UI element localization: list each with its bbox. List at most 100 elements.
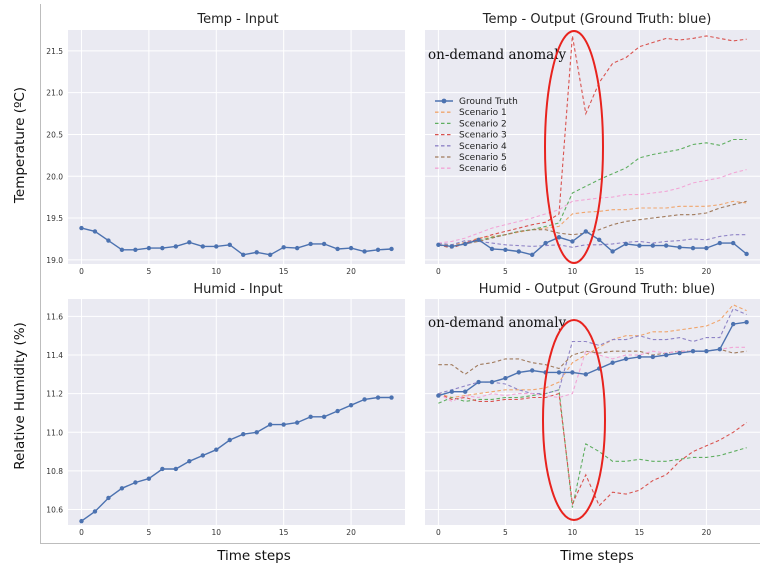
data-point — [214, 244, 219, 249]
legend-label: Scenario 3 — [459, 131, 507, 141]
x-axis-label-right: Time steps — [559, 548, 634, 564]
y-axis-label-temperature: Temperature (ºC) — [12, 87, 28, 204]
x-tick-label: 20 — [346, 267, 356, 276]
data-point — [436, 393, 441, 398]
data-point — [200, 453, 205, 458]
data-point — [119, 247, 125, 252]
plot-area — [425, 30, 760, 264]
series-line-scenario-4 — [438, 234, 747, 248]
data-point — [717, 347, 722, 352]
data-point — [254, 250, 259, 255]
anomaly-ellipse — [542, 319, 606, 521]
data-point — [173, 244, 179, 249]
data-point — [160, 466, 165, 472]
x-tick-label: 15 — [635, 267, 645, 276]
panel-title: Temp - Input — [196, 12, 278, 27]
data-point — [570, 370, 575, 375]
data-point — [389, 395, 394, 400]
data-point — [704, 245, 709, 251]
data-point — [744, 251, 749, 257]
data-point — [133, 480, 138, 485]
x-tick-label: 10 — [212, 267, 222, 276]
data-point — [241, 252, 246, 258]
plot-area — [425, 299, 760, 525]
y-tick-label: 10.8 — [46, 467, 63, 476]
series-line-scenario-5 — [438, 200, 747, 247]
y-tick-label: 19.5 — [46, 214, 63, 223]
x-tick-label: 0 — [79, 267, 84, 276]
data-point — [187, 459, 192, 464]
data-point — [677, 245, 682, 250]
data-point — [690, 245, 696, 251]
data-point — [476, 237, 481, 242]
x-tick-label: 0 — [436, 528, 441, 537]
data-point — [348, 403, 354, 408]
data-point — [717, 240, 722, 246]
data-point — [321, 414, 327, 420]
data-point — [583, 372, 588, 377]
data-point — [200, 244, 205, 249]
data-point — [214, 447, 219, 452]
panel-humid-output: 0 5 10 15 20 Humid - Output (Ground Truth: bl… — [425, 282, 760, 537]
x-tick-label: 20 — [702, 267, 712, 276]
legend-label: Scenario 1 — [459, 108, 507, 118]
data-point — [731, 240, 736, 246]
data-point — [321, 241, 327, 247]
data-point — [92, 229, 98, 234]
x-tick-label: 15 — [279, 267, 289, 276]
data-point — [308, 414, 313, 420]
data-point — [489, 379, 495, 385]
x-tick-label: 15 — [635, 528, 645, 537]
series-line-ground-truth — [81, 227, 392, 256]
data-point — [335, 246, 340, 252]
plot-area — [68, 30, 405, 264]
data-point — [623, 356, 629, 362]
data-point — [268, 252, 273, 258]
data-point — [463, 389, 468, 394]
data-point — [637, 354, 642, 360]
data-point — [664, 352, 669, 358]
data-point — [556, 370, 562, 375]
data-point — [744, 319, 749, 325]
series-line-scenario-2 — [438, 389, 747, 508]
data-point — [650, 243, 655, 248]
data-point — [294, 245, 300, 251]
data-point — [597, 237, 602, 242]
data-point — [254, 430, 259, 435]
data-point — [570, 239, 575, 244]
data-point — [308, 241, 313, 247]
x-tick-label: 5 — [146, 528, 151, 537]
data-point — [516, 370, 521, 375]
x-tick-label: 20 — [702, 528, 712, 537]
panel-title: Temp - Output (Ground Truth: blue) — [482, 12, 712, 27]
data-point — [227, 437, 232, 443]
data-point — [503, 247, 508, 252]
data-point — [503, 375, 508, 381]
legend-label: Scenario 2 — [459, 119, 507, 129]
data-point — [530, 368, 535, 373]
series-line-scenario-1 — [438, 304, 747, 399]
data-point — [187, 240, 192, 245]
y-tick-label: 20.5 — [46, 130, 63, 139]
data-point — [281, 245, 286, 250]
data-point — [610, 360, 615, 365]
y-tick-label: 19.0 — [46, 256, 63, 265]
data-point — [623, 241, 629, 247]
data-point — [375, 395, 381, 400]
data-point — [146, 245, 152, 251]
y-tick-label: 21.5 — [46, 47, 63, 56]
data-point — [106, 238, 111, 243]
y-tick-label: 10.6 — [46, 506, 63, 515]
data-point — [362, 397, 367, 402]
data-point — [731, 321, 736, 327]
data-point — [690, 348, 696, 354]
data-point — [227, 242, 232, 247]
y-tick-label: 11.2 — [46, 390, 63, 399]
panel-title: Humid - Output (Ground Truth: blue) — [479, 282, 715, 297]
panel-temp-input: 0 5 10 15 20 19.0 19.5 20.0 20.5 21.0 21.5 Temp - I… — [46, 12, 405, 276]
y-tick-label: 11.0 — [46, 428, 63, 437]
data-point — [389, 246, 394, 252]
panel-humid-input: 0 5 10 15 20 10.6 10.8 11.0 11.2 11.4 11.6 Humid - … — [46, 282, 405, 537]
data-point — [516, 249, 521, 254]
legend-label: Scenario 4 — [459, 142, 507, 152]
